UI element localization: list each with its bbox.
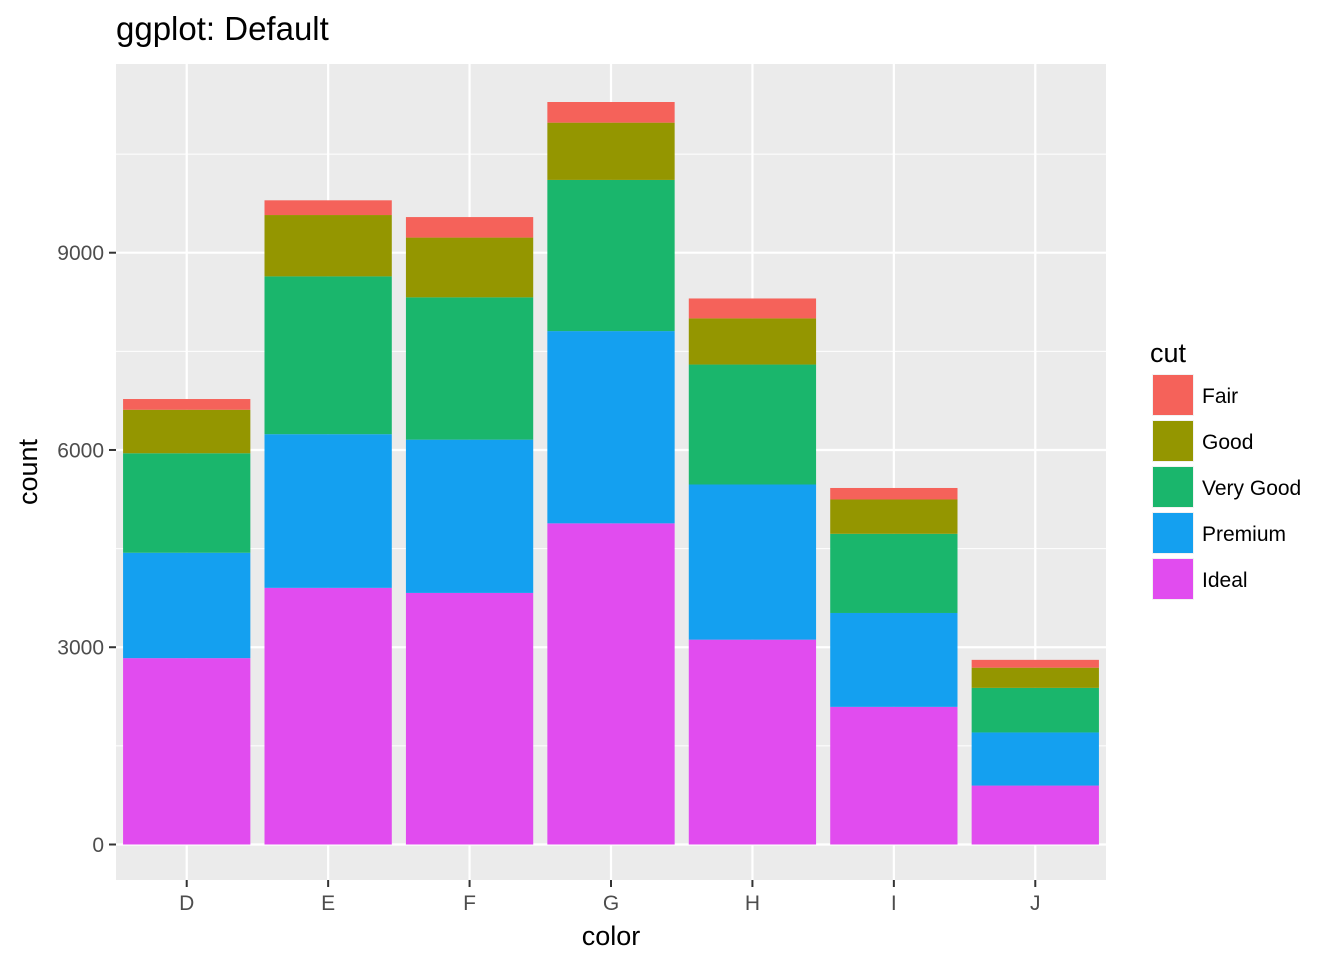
y-tick-label: 0 (92, 834, 104, 857)
bar-j-good (971, 667, 1099, 688)
y-tick-label: 6000 (57, 439, 104, 462)
bar-d-fair (123, 399, 251, 410)
bar-i-fair (830, 487, 958, 500)
bar-g-good (547, 122, 675, 180)
bar-i-ideal (830, 706, 958, 845)
bar-f-good (405, 237, 534, 298)
bar-h-premium (688, 484, 817, 640)
bar-f-premium (405, 439, 534, 593)
chart-title: ggplot: Default (116, 10, 329, 47)
y-tick-label: 9000 (57, 242, 104, 265)
legend-swatch-very-good (1153, 467, 1193, 507)
legend-swatch-fair (1153, 375, 1193, 415)
legend-label-ideal: Ideal (1202, 569, 1248, 592)
y-axis-title: count (13, 438, 43, 505)
legend: cut Fair Good Very Good Premium Ideal (1150, 338, 1301, 600)
legend-label-fair: Fair (1202, 385, 1238, 408)
bar-e-very-good (264, 276, 392, 435)
bar-e-premium (264, 434, 392, 588)
legend-label-very-good: Very Good (1202, 477, 1301, 500)
legend-title: cut (1150, 338, 1187, 368)
x-tick-label: F (463, 892, 476, 915)
bar-f-very-good (405, 297, 534, 440)
bar-i-very-good (830, 533, 958, 613)
legend-label-premium: Premium (1202, 523, 1286, 546)
x-tick-label: I (891, 892, 897, 915)
bar-g-fair (547, 102, 675, 123)
bar-e-fair (264, 200, 392, 216)
bar-i-good (830, 499, 958, 534)
x-tick-label: E (321, 892, 335, 915)
y-tick-label: 3000 (57, 637, 104, 660)
bar-g-premium (547, 331, 675, 524)
legend-swatch-premium (1153, 513, 1193, 553)
bar-g-very-good (547, 179, 675, 332)
bar-i-premium (830, 612, 958, 707)
bar-d-premium (123, 552, 251, 659)
legend-swatch-good (1153, 421, 1193, 461)
x-tick-label: H (745, 892, 760, 915)
legend-items: Fair Good Very Good Premium Ideal (1152, 374, 1301, 600)
y-axis: 0 3000 6000 9000 (57, 242, 116, 857)
bar-f-ideal (405, 592, 534, 845)
x-tick-label: D (179, 892, 194, 915)
x-tick-label: G (603, 892, 619, 915)
bar-h-fair (688, 298, 817, 319)
bar-h-good (688, 318, 817, 365)
bar-d-good (123, 409, 251, 454)
legend-swatch-ideal (1153, 559, 1193, 599)
bar-j-very-good (971, 687, 1099, 733)
bar-j-fair (971, 659, 1099, 668)
bar-h-ideal (688, 639, 817, 845)
legend-label-good: Good (1202, 431, 1253, 454)
bar-e-ideal (264, 587, 392, 845)
bar-j-premium (971, 732, 1099, 786)
bar-e-good (264, 215, 392, 277)
bar-f-fair (405, 217, 534, 238)
bar-d-ideal (123, 658, 251, 845)
bars-layer (123, 102, 1099, 845)
bar-h-very-good (688, 364, 817, 485)
bar-d-very-good (123, 453, 251, 553)
x-axis-title: color (582, 921, 641, 951)
x-axis: D E F G H I J (179, 880, 1041, 915)
x-tick-label: J (1030, 892, 1041, 915)
bar-g-ideal (547, 523, 675, 845)
bar-j-ideal (971, 785, 1099, 845)
